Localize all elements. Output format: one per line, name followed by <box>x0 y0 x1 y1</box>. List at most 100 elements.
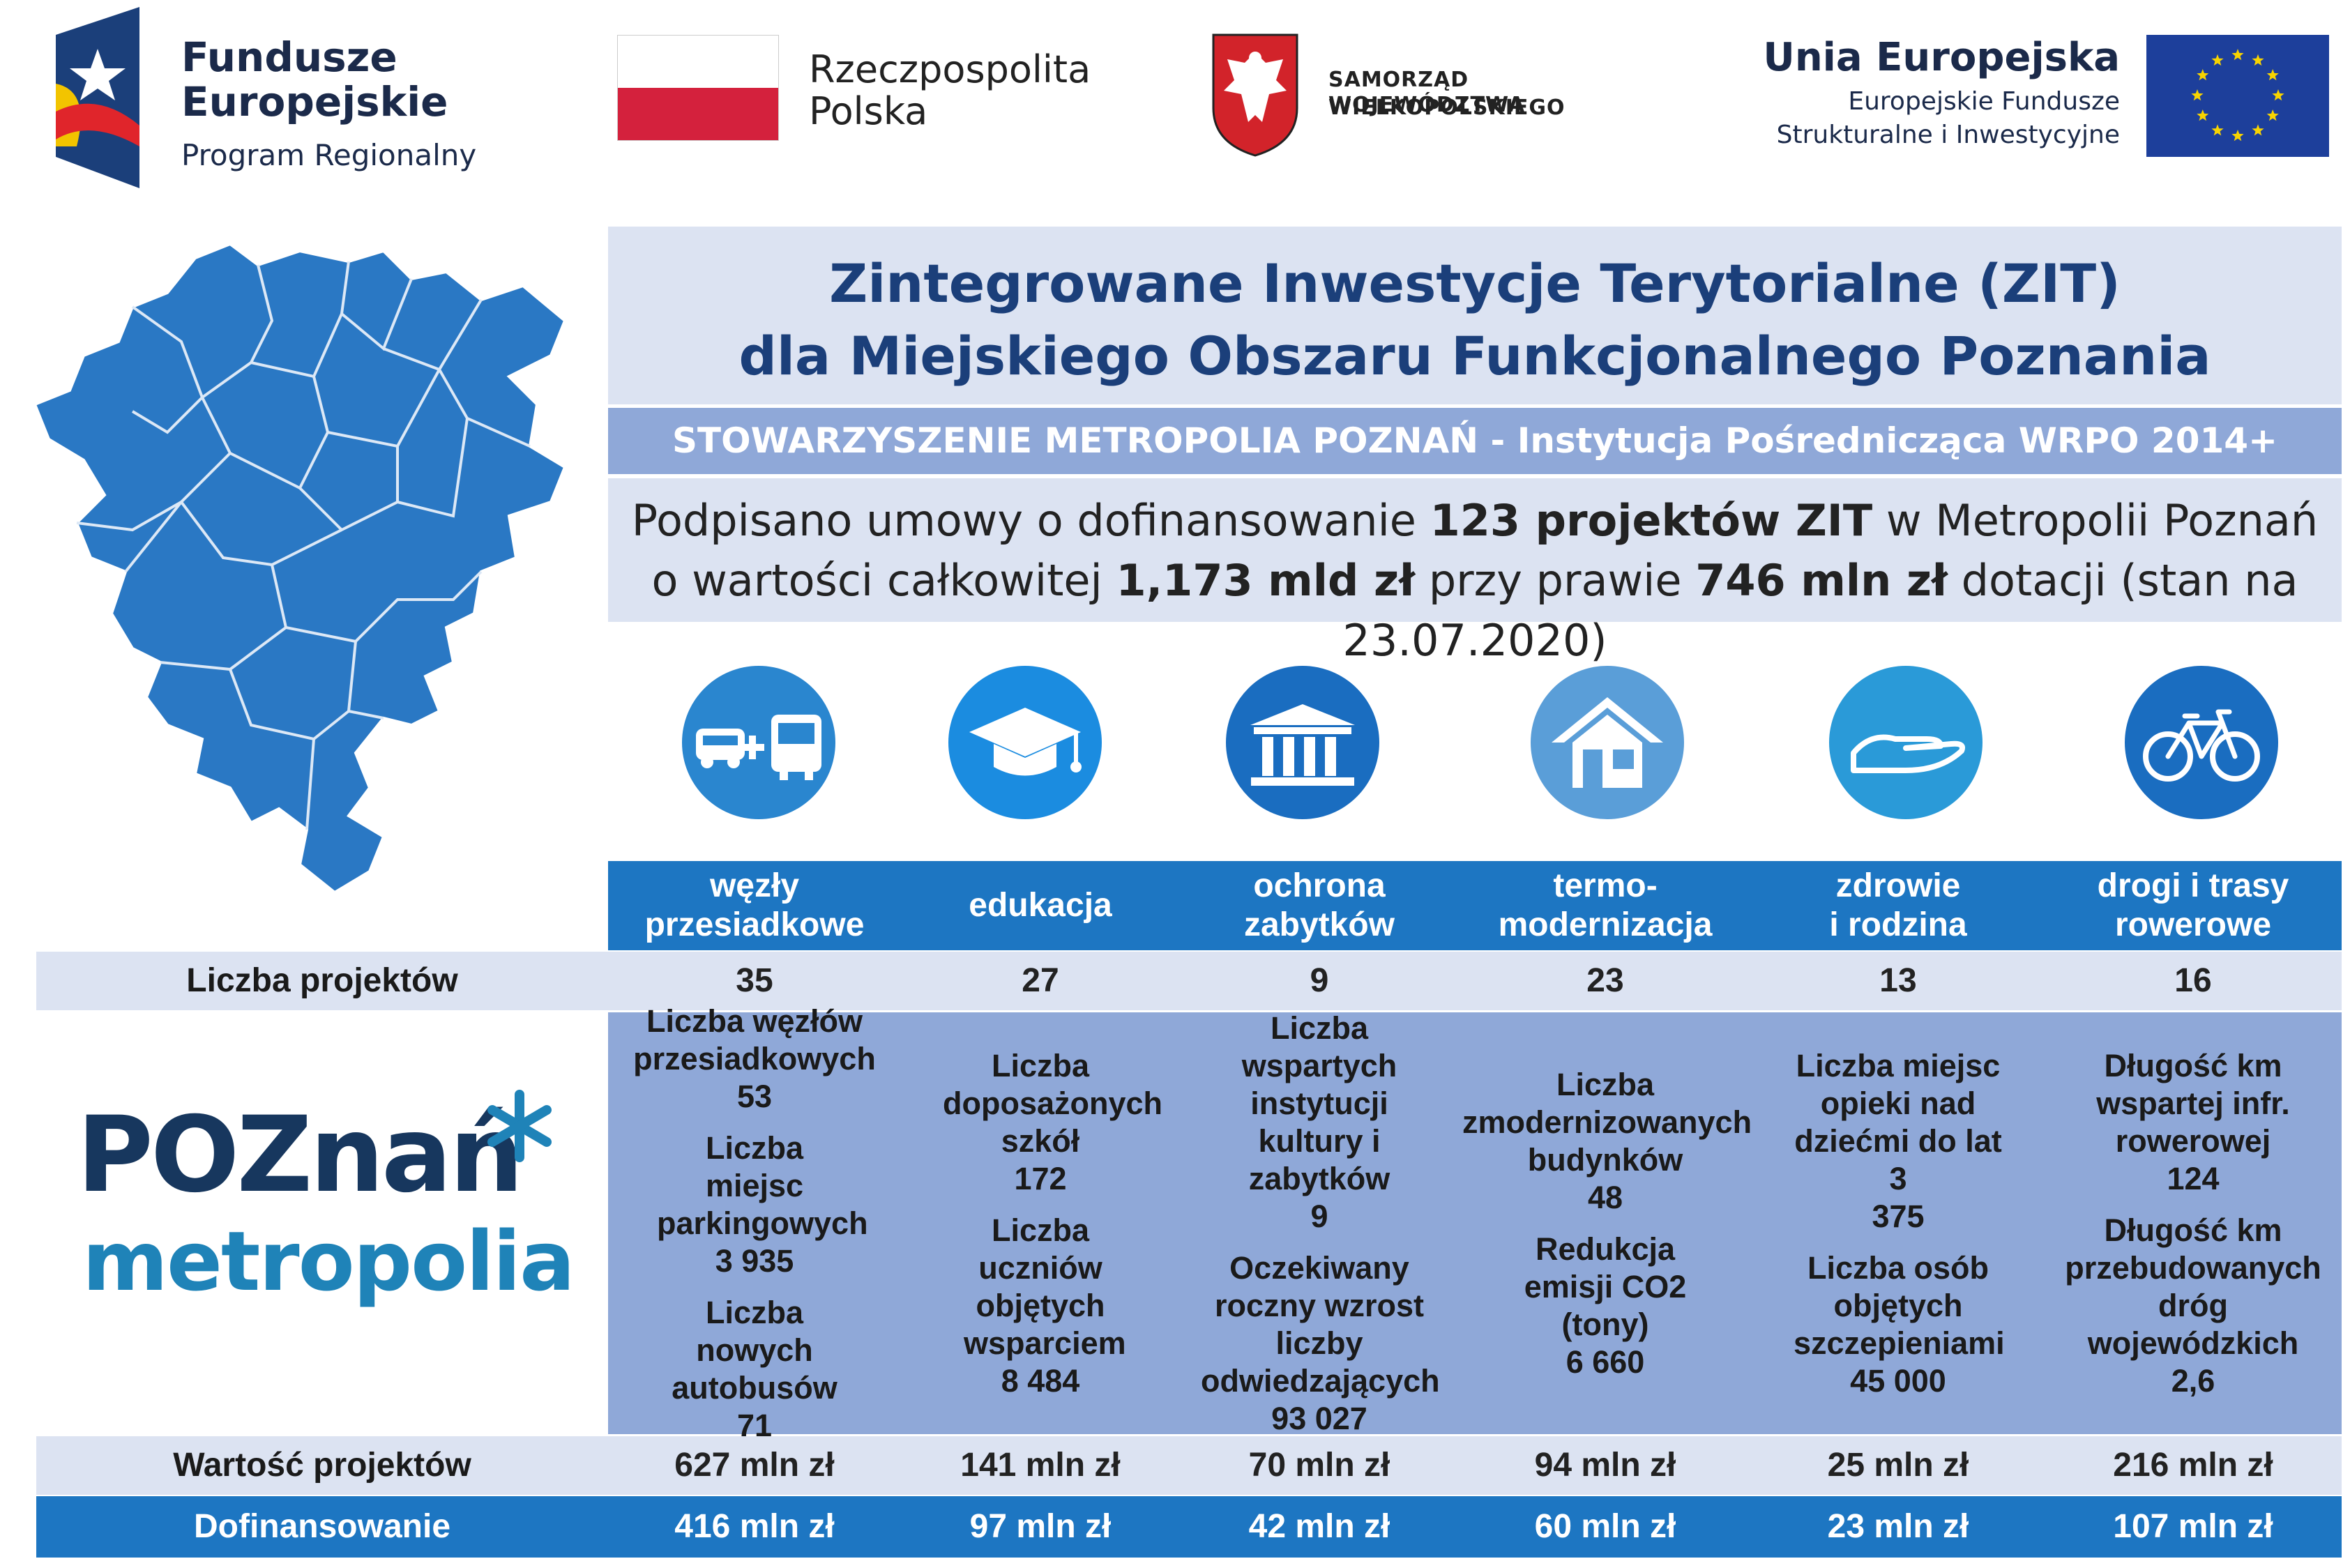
cat-5-line-2: i rodzina <box>1829 906 1967 943</box>
museum-icon <box>1226 666 1379 819</box>
indicators-thermo: Liczba zmodernizowanych budynków 48 Reduk… <box>1459 1012 1752 1434</box>
sw-line-2: WIELKOPOLSKIEGO <box>1328 96 1566 120</box>
value-cell: 216 mln zł <box>2113 1447 2273 1484</box>
value-cell: 70 mln zł <box>1248 1447 1390 1484</box>
fe-star-logo-icon <box>56 7 139 188</box>
helping-hand-icon <box>1829 666 1983 819</box>
institution-banner: STOWARZYSZENIE METROPOLIA POZNAŃ - Insty… <box>608 408 2342 474</box>
ue-title: Unia Europejska <box>1763 35 2120 80</box>
sw-line-1: SAMORZĄD WOJEWÓDZTWA <box>1328 68 1525 117</box>
funding-cell: 97 mln zł <box>969 1508 1112 1545</box>
cat-1-line-1: węzły <box>709 867 800 904</box>
poznan-metropolia-logo: POZnań metropolia <box>77 1090 579 1332</box>
indicator-value: 9 <box>1310 1198 1328 1234</box>
header-title-panel: Zintegrowane Inwestycje Terytorialne (ZI… <box>608 227 2342 404</box>
project-count-row: Liczba projektów 35 27 9 23 13 16 <box>36 952 2342 1010</box>
eu-star-icon <box>2266 109 2279 121</box>
funding-cell: 107 mln zł <box>2113 1508 2273 1545</box>
page-title-line-1: Zintegrowane Inwestycje Terytorialne (ZI… <box>829 252 2121 314</box>
indicators-health: Liczba miejsc opieki nad dziećmi do lat … <box>1752 1012 2045 1434</box>
indicator-label: Oczekiwany roczny wzrost liczby odwiedza… <box>1201 1249 1440 1399</box>
count-cell: 16 <box>2174 962 2212 999</box>
ue-sub-line-1: Europejskie Fundusze <box>1848 87 2120 116</box>
indicator-value: 45 000 <box>1850 1362 1946 1399</box>
category-thermo: termo-modernizacja <box>1459 861 1752 950</box>
funding-cell: 23 mln zł <box>1827 1508 1969 1545</box>
summary-panel: Podpisano umowy o dofinansowanie 123 pro… <box>608 478 2342 666</box>
value-cell: 627 mln zł <box>674 1447 835 1484</box>
ue-sub-line-2: Strukturalne i Inwestycyjne <box>1776 121 2120 149</box>
cat-5-line-1: zdrowie <box>1835 867 1961 904</box>
graduation-cap-icon <box>948 666 1102 819</box>
value-cell: 94 mln zł <box>1534 1447 1676 1484</box>
indicator-label: Liczba nowych autobusów <box>672 1294 837 1406</box>
indicator-label: Liczba miejsc parkingowych <box>657 1129 868 1241</box>
eu-star-icon <box>2272 89 2284 101</box>
cat-6-line-1: drogi i trasy <box>2097 867 2289 904</box>
category-health: zdrowie i rodzina <box>1752 861 2045 950</box>
poz-logo-line-1: POZnań <box>77 1095 524 1216</box>
indicators-education: Liczba doposażonych szkół 172 Liczba uczn… <box>901 1012 1180 1434</box>
logo-fundusze-europejskie: Fundusze Europejskie Program Regionalny <box>49 7 509 188</box>
eu-star-icon <box>2191 89 2204 101</box>
indicators-transfer-hubs: Liczba węzłów przesiadkowych 53 Liczba mi… <box>608 1003 901 1443</box>
indicator-label: Liczba doposażonych szkół <box>943 1047 1163 1159</box>
indicators-panel: Liczba węzłów przesiadkowych 53 Liczba mi… <box>608 1003 2342 1443</box>
project-value-row: Wartość projektów 627 mln zł 141 mln zł … <box>36 1436 2342 1495</box>
indicator-block: Liczba zmodernizowanych budynków 48 <box>1459 1066 1752 1217</box>
funding-label: Dofinansowanie <box>193 1508 451 1545</box>
metropolis-map-icon <box>33 242 567 895</box>
eu-star-icon <box>2231 49 2244 61</box>
summary-total-value: 1,173 mld zł <box>1116 555 1416 606</box>
eu-star-icon <box>2252 124 2264 136</box>
cat-2-line-1: edukacja <box>969 887 1112 924</box>
summary-text-h: dotacji (stan na 23.07.2020) <box>1342 555 2298 666</box>
indicator-value: 124 <box>2167 1160 2220 1196</box>
count-cell: 13 <box>1879 962 1917 999</box>
eu-star-icon <box>2231 130 2244 142</box>
fe-subtitle: Program Regionalny <box>181 138 477 172</box>
eagle-coat-of-arms-icon <box>1212 33 1298 157</box>
indicator-block: Liczba wspartych instytucji kultury i za… <box>1180 1010 1459 1235</box>
category-heritage: ochrona zabytków <box>1180 861 1459 950</box>
indicator-label: Liczba miejsc opieki nad dziećmi do lat … <box>1794 1047 2002 1196</box>
summary-text-c: w Metropolii Poznań <box>1872 495 2319 546</box>
eu-star-icon <box>2197 69 2209 81</box>
value-cell: 25 mln zł <box>1827 1447 1969 1484</box>
value-cell: 141 mln zł <box>960 1447 1121 1484</box>
indicator-label: Długość km przebudowanych dróg wojewódzk… <box>2065 1212 2321 1361</box>
indicator-block: Liczba nowych autobusów 71 <box>608 1294 901 1445</box>
logo-unia-europejska: Unia Europejska Europejskie Fundusze Str… <box>1743 28 2329 160</box>
category-header-row: węzły przesiadkowe edukacja ochrona zabytk… <box>608 861 2342 950</box>
summary-projects-count: 123 projektów ZIT <box>1430 495 1873 546</box>
indicator-label: Liczba zmodernizowanych budynków <box>1462 1066 1752 1178</box>
cat-4-line-1: termo- <box>1553 867 1658 904</box>
rp-line-2: Polska <box>809 89 928 133</box>
indicator-value: 3 935 <box>715 1242 794 1279</box>
summary-line-1: Podpisano umowy o dofinansowanie 123 pro… <box>608 491 2342 551</box>
bicycle-icon <box>2125 666 2278 819</box>
indicator-block: Długość km przebudowanych dróg wojewódzk… <box>2045 1212 2342 1400</box>
page-title-line-2: dla Miejskiego Obszaru Funkcjonalnego Po… <box>738 325 2211 387</box>
summary-text-d: o wartości całkowitej <box>651 555 1116 606</box>
fe-title-line-1: Fundusze <box>181 33 397 81</box>
rp-line-1: Rzeczpospolita <box>809 47 1091 91</box>
category-education: edukacja <box>901 861 1180 950</box>
eu-star-icon <box>2211 54 2224 66</box>
project-count-label: Liczba projektów <box>186 962 458 999</box>
eu-star-icon <box>2211 124 2224 136</box>
funding-cell: 42 mln zł <box>1248 1508 1390 1545</box>
house-icon <box>1531 666 1684 819</box>
indicator-value: 8 484 <box>1001 1362 1080 1399</box>
indicator-value: 6 660 <box>1566 1344 1645 1380</box>
poz-logo-line-2: metropolia <box>82 1213 575 1309</box>
indicator-label: Liczba węzłów przesiadkowych <box>633 1003 876 1076</box>
category-transfer-hubs: węzły przesiadkowe <box>608 861 901 950</box>
fe-title-line-2: Europejskie <box>181 78 448 125</box>
indicator-value: 375 <box>1872 1198 1925 1234</box>
indicator-block: Liczba miejsc opieki nad dziećmi do lat … <box>1752 1047 2045 1235</box>
indicator-value: 48 <box>1587 1179 1623 1215</box>
eu-star-icon <box>2266 69 2279 81</box>
summary-text-f: przy prawie <box>1415 555 1696 606</box>
indicator-block: Redukcja emisji CO2 (tony) 6 660 <box>1459 1231 1752 1381</box>
